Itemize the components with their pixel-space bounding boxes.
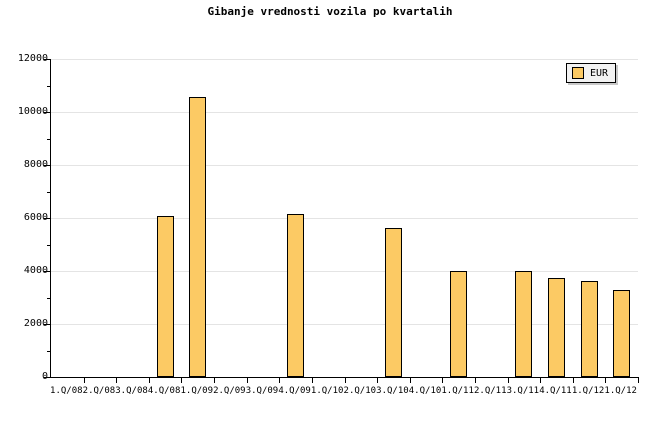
x-axis-tick: [311, 377, 313, 383]
y-axis-minor-tick: [47, 138, 51, 140]
bar[interactable]: [384, 228, 402, 377]
bar[interactable]: [450, 270, 468, 377]
y-axis-tick-label: 0: [41, 371, 48, 382]
x-axis-tick-label: 2.Q/10: [343, 386, 377, 396]
x-axis-tick: [344, 377, 346, 383]
x-axis-tick-label: 4.Q/10: [408, 386, 442, 396]
x-axis-tick-label: 4.Q/08: [147, 386, 181, 396]
x-axis-tick-label: 3.Q/10: [376, 386, 409, 396]
x-axis-tick-label: 1.Q/12: [604, 386, 637, 396]
x-axis-tick: [409, 377, 411, 383]
gridline: [51, 112, 638, 113]
y-axis-minor-tick: [47, 244, 51, 246]
gridline: [51, 59, 638, 60]
gridline: [51, 218, 638, 219]
bar[interactable]: [515, 271, 533, 377]
y-axis-tick: [44, 377, 51, 378]
x-axis-tick-label: 3.Q/08: [115, 386, 148, 396]
legend-label-eur: EUR: [590, 67, 609, 79]
x-axis-tick: [181, 377, 183, 383]
y-axis-minor-tick: [47, 297, 51, 299]
y-axis-tick-label: 8000: [23, 159, 48, 170]
chart-title: Gibanje vrednosti vozila po kvartalih: [207, 5, 453, 18]
x-axis-tick-label: 2.Q/09: [213, 386, 246, 396]
y-axis-tick-label: 4000: [23, 265, 48, 276]
x-axis-tick: [246, 377, 248, 383]
x-axis-tick-label: 1.Q/08: [50, 386, 83, 396]
x-axis-tick: [474, 377, 476, 383]
x-axis-tick: [214, 377, 216, 383]
x-axis-tick: [507, 377, 509, 383]
bar[interactable]: [287, 214, 305, 377]
y-axis-tick: [44, 59, 51, 60]
x-axis-tick: [572, 377, 574, 383]
y-axis-minor-tick: [47, 191, 51, 193]
gridline: [51, 165, 638, 166]
x-axis-tick: [442, 377, 444, 383]
y-axis-tick-label: 6000: [23, 212, 48, 223]
gridline: [51, 271, 638, 272]
x-axis-tick-label: 1.Q/09: [180, 386, 213, 396]
x-axis-tick-label: 4.Q/11: [539, 386, 572, 396]
x-axis-tick-label: 2.Q/08: [82, 386, 116, 396]
x-axis-tick-label: 1.Q/10: [310, 386, 344, 396]
x-axis-tick: [377, 377, 379, 383]
bar[interactable]: [156, 215, 174, 377]
y-axis-tick-label: 2000: [23, 318, 48, 329]
x-axis-tick: [83, 377, 85, 383]
bar[interactable]: [189, 97, 207, 377]
y-axis-tick-label: 12000: [17, 53, 48, 64]
x-axis-tick: [605, 377, 607, 383]
y-axis-tick: [44, 218, 51, 219]
x-axis-tick: [638, 377, 639, 383]
y-axis-minor-tick: [47, 350, 51, 352]
y-axis-minor-tick: [47, 85, 51, 87]
x-axis-tick-label: 3.Q/11: [506, 386, 540, 396]
x-axis-tick-label: 4.Q/09: [278, 386, 311, 396]
bar[interactable]: [580, 281, 598, 377]
x-axis-tick-label: 3.Q/09: [245, 386, 279, 396]
gridline: [51, 324, 638, 325]
bar[interactable]: [547, 278, 565, 377]
legend[interactable]: EUR: [566, 63, 617, 83]
x-axis-tick: [148, 377, 150, 383]
y-axis-tick: [44, 324, 51, 325]
y-axis-tick: [44, 271, 51, 272]
x-axis-tick-label: 1.Q/12: [571, 386, 605, 396]
x-axis-tick-label: 2.Q/11: [473, 386, 507, 396]
bar[interactable]: [613, 290, 631, 377]
y-axis-tick: [44, 165, 51, 166]
x-axis-tick: [116, 377, 118, 383]
legend-swatch-eur: [572, 67, 584, 79]
y-axis-tick: [44, 112, 51, 113]
x-axis-tick-label: 1.Q/11: [441, 386, 474, 396]
x-axis-tick: [279, 377, 281, 383]
plot-area: [44, 59, 639, 383]
x-axis-tick: [540, 377, 542, 383]
y-axis-tick-label: 10000: [17, 106, 48, 117]
